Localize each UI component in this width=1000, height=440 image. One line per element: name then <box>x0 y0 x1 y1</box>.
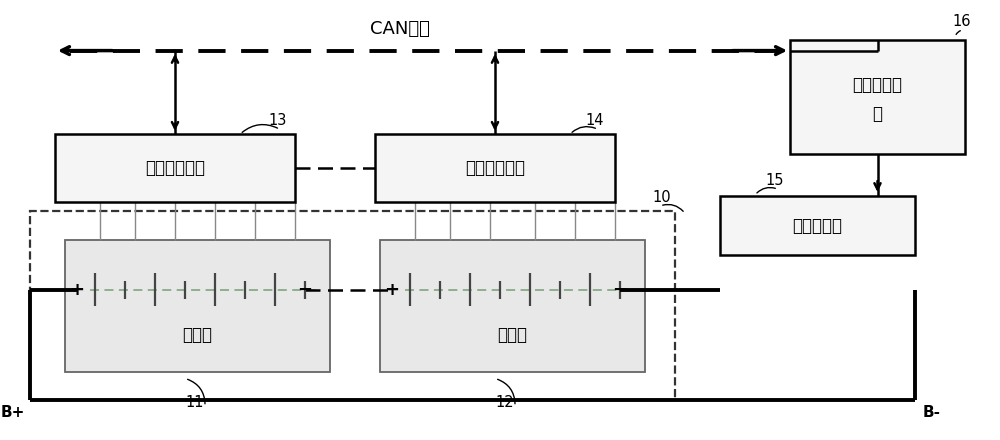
Text: 控: 控 <box>873 105 883 123</box>
Bar <box>65 240 330 372</box>
Text: 电池管理系统: 电池管理系统 <box>145 159 205 177</box>
Text: 电池管理系统: 电池管理系统 <box>465 159 525 177</box>
Text: 电流检测器: 电流检测器 <box>792 216 842 235</box>
Bar <box>380 240 645 372</box>
Text: 11: 11 <box>185 395 204 410</box>
Text: −: − <box>612 281 628 299</box>
Text: +: + <box>384 281 400 299</box>
Text: 16: 16 <box>952 14 970 29</box>
Text: B+: B+ <box>1 405 25 420</box>
Bar <box>375 134 615 202</box>
Bar <box>790 40 965 154</box>
FancyArrowPatch shape <box>188 379 205 404</box>
Text: 14: 14 <box>585 114 604 128</box>
Bar <box>30 211 675 400</box>
Bar <box>720 196 915 255</box>
Text: 10: 10 <box>652 190 671 205</box>
FancyArrowPatch shape <box>663 205 683 211</box>
Bar <box>55 134 295 202</box>
Text: CAN总线: CAN总线 <box>370 20 430 37</box>
Text: −: − <box>297 281 313 299</box>
FancyArrowPatch shape <box>757 187 775 193</box>
FancyArrowPatch shape <box>242 125 278 132</box>
Text: 电池组: 电池组 <box>182 326 212 344</box>
FancyArrowPatch shape <box>956 31 960 34</box>
FancyArrowPatch shape <box>572 127 595 132</box>
Text: 电池组: 电池组 <box>498 326 528 344</box>
FancyArrowPatch shape <box>498 379 515 404</box>
Text: +: + <box>70 281 84 299</box>
Text: 13: 13 <box>268 114 286 128</box>
Text: 12: 12 <box>495 395 514 410</box>
Text: 储能系统中: 储能系统中 <box>853 77 903 94</box>
Text: 15: 15 <box>765 173 784 188</box>
Text: B-: B- <box>923 405 941 420</box>
